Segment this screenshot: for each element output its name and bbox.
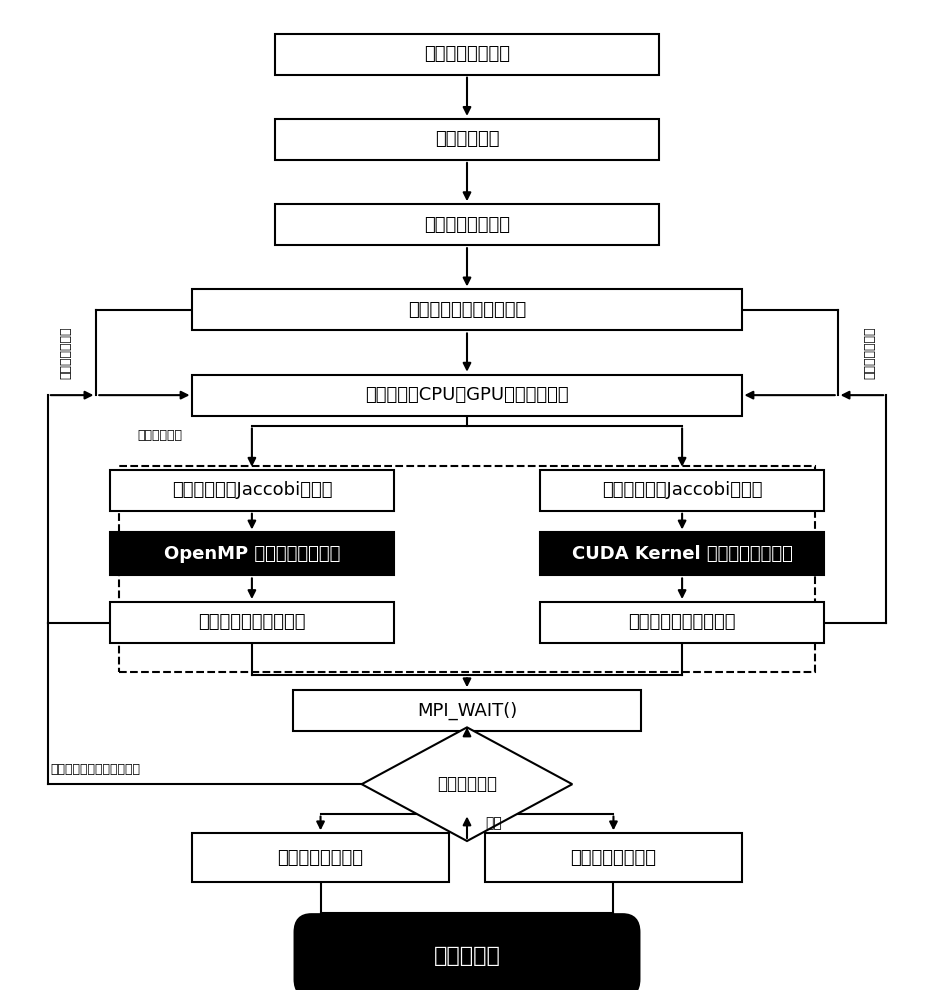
FancyBboxPatch shape <box>192 833 448 882</box>
Text: 建立节点关系矩阵: 建立节点关系矩阵 <box>424 216 510 234</box>
Text: 显存中的刚度矩阵: 显存中的刚度矩阵 <box>571 849 657 867</box>
Text: 遍历颜色集合: 遍历颜色集合 <box>437 775 497 793</box>
FancyBboxPatch shape <box>110 532 394 575</box>
Text: 在显存中组装刚度矩阵: 在显存中组装刚度矩阵 <box>629 613 736 632</box>
FancyBboxPatch shape <box>275 119 659 160</box>
Text: CUDA Kernel 进行单元矩阵计算: CUDA Kernel 进行单元矩阵计算 <box>572 545 793 563</box>
FancyBboxPatch shape <box>486 833 742 882</box>
Text: 单元高斯节点Jaccobi值计算: 单元高斯节点Jaccobi值计算 <box>172 481 333 499</box>
Text: 内存中的刚度矩阵: 内存中的刚度矩阵 <box>277 849 363 867</box>
Text: 总刚度矩阵索引: 总刚度矩阵索引 <box>60 327 73 379</box>
FancyBboxPatch shape <box>275 204 659 245</box>
FancyBboxPatch shape <box>540 602 824 643</box>
Text: 单元高斯节点Jaccobi值计算: 单元高斯节点Jaccobi值计算 <box>601 481 762 499</box>
Text: 按照比例对CPU和GPU进行任务分配: 按照比例对CPU和GPU进行任务分配 <box>365 386 569 404</box>
FancyBboxPatch shape <box>293 690 641 731</box>
Text: 进行单元染色: 进行单元染色 <box>434 130 500 148</box>
FancyBboxPatch shape <box>110 470 394 511</box>
Text: 在内存中组装刚度矩阵: 在内存中组装刚度矩阵 <box>198 613 305 632</box>
Text: 如果未遍历完所有颜色集合: 如果未遍历完所有颜色集合 <box>50 763 140 776</box>
FancyBboxPatch shape <box>192 375 742 416</box>
Text: 完成: 完成 <box>486 816 502 830</box>
Polygon shape <box>361 727 573 841</box>
FancyBboxPatch shape <box>110 602 394 643</box>
FancyBboxPatch shape <box>540 532 824 575</box>
Text: OpenMP 进行单元矩阵计算: OpenMP 进行单元矩阵计算 <box>163 545 340 563</box>
Text: 计算总刚度矩阵的索引值: 计算总刚度矩阵的索引值 <box>408 301 526 319</box>
FancyBboxPatch shape <box>192 289 742 330</box>
Text: 建立单元连通矩阵: 建立单元连通矩阵 <box>424 45 510 63</box>
FancyBboxPatch shape <box>275 34 659 75</box>
Text: 单元质量检查: 单元质量检查 <box>137 429 182 442</box>
FancyBboxPatch shape <box>540 470 824 511</box>
Text: MPI_WAIT(): MPI_WAIT() <box>417 702 517 720</box>
Text: 总刚度矩阵: 总刚度矩阵 <box>433 946 501 966</box>
Text: 总刚度矩阵索引: 总刚度矩阵索引 <box>863 327 876 379</box>
FancyBboxPatch shape <box>295 915 639 997</box>
